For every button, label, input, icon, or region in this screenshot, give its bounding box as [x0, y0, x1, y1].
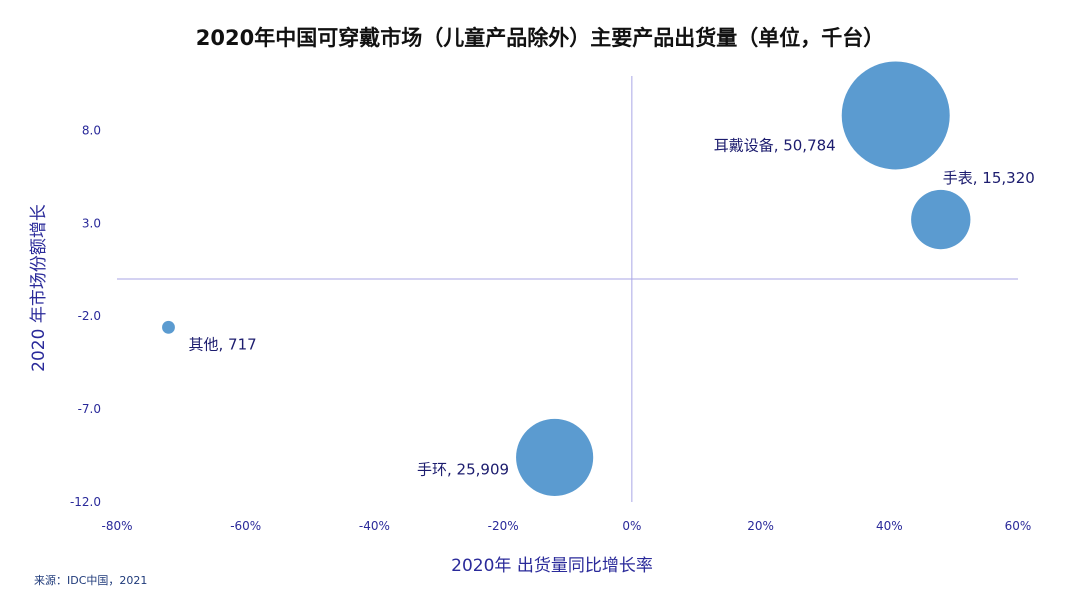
- x-tick-label: 60%: [1005, 519, 1032, 533]
- bubble-耳戴设备[interactable]: [841, 61, 950, 170]
- bubble-labels: 耳戴设备, 50,784 手表, 15,320 其他, 717 手环, 25,909: [188, 136, 1034, 478]
- bubble-手环[interactable]: [516, 418, 594, 496]
- y-tick-label: 8.0: [82, 123, 101, 137]
- x-tick-label: -80%: [101, 519, 132, 533]
- x-tick-label: 20%: [747, 519, 774, 533]
- y-tick-label: -7.0: [78, 402, 101, 416]
- x-tick-label: -40%: [359, 519, 390, 533]
- bubble-手表[interactable]: [911, 189, 971, 250]
- x-tick-label: -60%: [230, 519, 261, 533]
- bubble-label-耳戴设备: 耳戴设备, 50,784: [714, 136, 836, 154]
- bubble-label-手表: 手表, 15,320: [943, 169, 1035, 187]
- bubble-label-其他: 其他, 717: [188, 335, 256, 353]
- y-tick-label: -2.0: [78, 309, 101, 323]
- bubble-label-手环: 手环, 25,909: [417, 460, 509, 478]
- y-axis-title: 2020 年市场份额增长: [29, 204, 49, 372]
- x-axis-title: 2020年 出货量同比增长率: [451, 556, 653, 576]
- chart-title: 2020年中国可穿戴市场（儿童产品除外）主要产品出货量（单位，千台）: [195, 26, 885, 50]
- x-tick-label: 40%: [876, 519, 903, 533]
- source-note: 来源：IDC中国，2021: [34, 574, 148, 587]
- bubble-其他[interactable]: [162, 320, 175, 334]
- axes: -80% -60% -40% -20% 0% 20% 40% 60% 8.0 3.0 -2.0 -7.…: [29, 76, 1031, 576]
- x-tick-label: -20%: [488, 519, 519, 533]
- bubbles: [162, 61, 971, 496]
- y-tick-label: 3.0: [82, 216, 101, 230]
- y-tick-label: -12.0: [70, 495, 101, 509]
- x-tick-label: 0%: [622, 519, 641, 533]
